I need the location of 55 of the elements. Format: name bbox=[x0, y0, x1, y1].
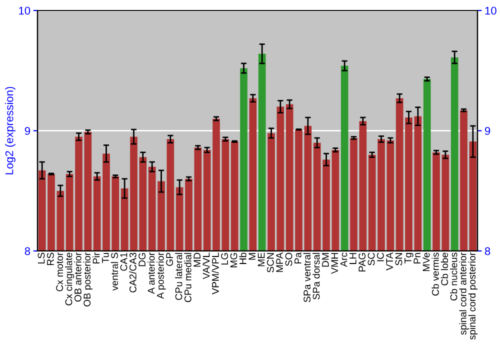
x-tick-label: DM bbox=[322, 253, 329, 267]
x-tick-label: OB anterior bbox=[74, 252, 82, 302]
x-tick-label: Cb lobe bbox=[440, 252, 448, 286]
x-tick-label: SN bbox=[395, 253, 402, 266]
y-axis-title: Log2 (expression) bbox=[5, 86, 16, 174]
x-tick-label: A anterior bbox=[148, 252, 155, 294]
y2-tick-label: 9 bbox=[484, 126, 490, 135]
x-tick-label: MG bbox=[230, 253, 238, 268]
x-tick-label: CPu lateral bbox=[175, 252, 182, 300]
x-tick-label: Cb nucleus bbox=[450, 252, 458, 300]
x-tick-label: SC bbox=[368, 252, 375, 266]
x-tick-label: OB posterior bbox=[83, 252, 92, 306]
x-tick-label: SPa ventral bbox=[303, 252, 311, 302]
x-tick-label: VPM/VPL bbox=[212, 252, 219, 294]
x-tick-label: spinal cord posterior bbox=[468, 252, 478, 340]
x-tick-label: Cb vermis bbox=[432, 252, 439, 296]
x-tick-label: Cx motor bbox=[56, 252, 64, 292]
x-tick-label: CPu medial bbox=[184, 252, 192, 302]
x-tick-label: LH bbox=[350, 253, 356, 264]
x-tick-label: RS bbox=[46, 252, 54, 266]
y-tick-label: 8 bbox=[24, 247, 30, 256]
x-tick-label: M bbox=[248, 253, 256, 260]
x-tick-label: CA1 bbox=[120, 252, 128, 271]
x-tick-label: VTA bbox=[386, 252, 393, 270]
x-tick-label: Pa bbox=[294, 252, 302, 264]
x-tick-label: SCN bbox=[266, 253, 274, 272]
x-tick-label: IC bbox=[376, 252, 384, 262]
x-tick-label: VA/VL bbox=[202, 252, 210, 280]
x-tick-label: Pir bbox=[92, 252, 100, 264]
x-tick-label: LS bbox=[38, 252, 45, 264]
y-tick-label: 10 bbox=[19, 6, 30, 15]
x-tick-label: Tg bbox=[404, 252, 414, 264]
x-tick-label: MVe bbox=[422, 252, 430, 271]
x-tick-label: ME bbox=[258, 252, 265, 266]
x-tick-label: SO bbox=[285, 252, 292, 266]
x-tick-label: Tu bbox=[102, 252, 109, 264]
x-tick-label: MPA bbox=[276, 252, 283, 272]
x-tick-label: Arc bbox=[340, 252, 348, 267]
y2-tick-label: 10 bbox=[485, 6, 496, 15]
x-tick-label: CA2/CA3 bbox=[129, 252, 136, 292]
x-tick-label: Pn bbox=[414, 252, 420, 264]
x-tick-label: Cx cingulate bbox=[65, 252, 74, 306]
x-tick-label: A posterior bbox=[156, 252, 166, 299]
x-tick-label: LG bbox=[221, 253, 228, 265]
x-tick-label: SPa dorsal bbox=[312, 252, 320, 300]
x-tick-label: ventral S bbox=[110, 252, 118, 291]
x-tick-label: spinal cord anterior bbox=[459, 252, 468, 335]
y2-tick-label: 8 bbox=[484, 247, 490, 256]
x-tick-label: DG bbox=[138, 253, 146, 266]
x-tick-label: GP bbox=[166, 252, 174, 266]
y-tick-label: 9 bbox=[24, 126, 30, 135]
x-tick-label: Hb bbox=[239, 252, 246, 264]
x-tick-label: MD bbox=[194, 252, 200, 267]
x-tick-label: PAG bbox=[358, 253, 366, 272]
x-tick-label: VMH bbox=[331, 253, 338, 274]
